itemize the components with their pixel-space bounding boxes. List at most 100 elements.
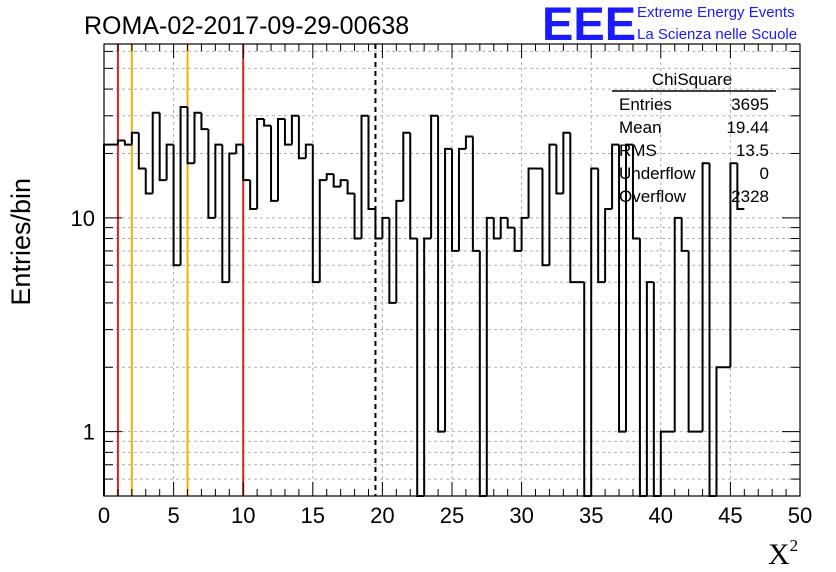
histogram-bin <box>409 132 418 240</box>
histogram-bin <box>583 282 592 497</box>
x-tick-label: 15 <box>301 503 325 528</box>
stats-title: ChiSquare <box>652 70 732 89</box>
logo-line2: La Scienza nelle Scuole <box>637 26 797 43</box>
histogram-bin <box>604 207 613 283</box>
histogram-bin <box>367 115 376 210</box>
stats-value: 19.44 <box>726 118 769 137</box>
histogram-bin <box>430 114 439 239</box>
histogram-bin <box>297 115 306 160</box>
histogram-bin <box>701 162 710 432</box>
histogram-bin <box>360 114 369 239</box>
histogram-bin <box>165 143 174 181</box>
x-tick-label: 50 <box>788 503 812 528</box>
histogram-bin <box>659 430 668 496</box>
stats-box: ChiSquare Entries 3695 Mean 19.44 RMS 13.5 Und… <box>612 70 776 206</box>
histogram-bin <box>186 106 195 165</box>
histogram-bin <box>631 144 640 240</box>
histogram-bin <box>548 143 557 266</box>
histogram-bin <box>611 143 620 209</box>
histogram-bin <box>228 152 237 283</box>
histogram-bin <box>457 147 466 251</box>
histogram-bin <box>715 366 724 496</box>
stats-label: Entries <box>619 95 672 114</box>
eee-logo: EEE Extreme Energy Events La Scienza nel… <box>542 0 797 50</box>
histogram-bin <box>736 163 745 210</box>
x-tick-label: 25 <box>440 503 464 528</box>
histogram-bin <box>137 132 146 170</box>
histogram-bin <box>437 115 446 433</box>
histogram-bin <box>464 135 473 149</box>
histogram-bin <box>353 193 362 240</box>
x-tick-label: 5 <box>167 503 179 528</box>
histogram-bin <box>290 114 299 145</box>
histogram-bin <box>277 117 285 201</box>
histogram-bin <box>339 179 348 187</box>
stats-rows: Entries 3695 Mean 19.44 RMS 13.5 Underflow 0 Ove… <box>619 95 769 206</box>
stats-value: 3695 <box>731 95 769 114</box>
histogram-bin <box>123 140 132 146</box>
histogram-bin <box>485 216 494 496</box>
histogram-bin <box>151 111 160 194</box>
histogram-bin <box>214 143 223 218</box>
stats-label: RMS <box>619 141 657 160</box>
histogram-bin <box>625 143 633 432</box>
histogram-bin <box>256 117 265 209</box>
y-tick-label: 1 <box>83 420 95 445</box>
x-tick-label: 30 <box>509 503 533 528</box>
histogram-bin <box>597 168 606 284</box>
x-tick-label: 10 <box>231 503 255 528</box>
y-axis-label: Entries/bin <box>6 178 36 306</box>
y-tick-label: 10 <box>71 206 95 231</box>
histogram-bin <box>270 125 278 202</box>
histogram-bin <box>478 250 487 497</box>
histogram-bin <box>221 144 230 284</box>
histogram-bin <box>652 282 661 497</box>
x-tick-label: 0 <box>98 503 110 528</box>
x-tick-labels: 0 5 10 15 20 25 30 35 40 45 50 <box>98 503 812 528</box>
axis-ticks <box>103 44 801 496</box>
histogram-bin <box>158 112 167 182</box>
histogram-bin <box>388 217 397 304</box>
histogram-bin <box>235 143 244 154</box>
x-axis-label: X2 <box>768 536 798 571</box>
x-tick-label: 35 <box>579 503 603 528</box>
histogram-bin <box>207 129 216 219</box>
histogram-bin <box>242 144 251 182</box>
histogram-bin <box>569 132 578 284</box>
histogram-bin <box>673 216 682 432</box>
histogram-bin <box>374 208 383 240</box>
histogram-bin <box>381 216 390 239</box>
histogram-bin <box>562 131 571 194</box>
histogram-bin <box>332 174 341 188</box>
histogram-bin <box>729 162 738 368</box>
histogram-bin <box>103 143 111 496</box>
histogram-bin <box>172 144 181 267</box>
histogram-bin <box>618 144 626 433</box>
stats-label: Underflow <box>619 164 696 183</box>
histogram-bin <box>193 111 202 164</box>
histogram-bin <box>471 136 480 252</box>
histogram-bin <box>680 217 689 252</box>
histogram-bin <box>687 250 696 433</box>
stats-label: Overflow <box>619 187 687 206</box>
histogram-bin <box>541 168 550 267</box>
histogram-bin <box>402 131 411 201</box>
histogram-bin <box>325 173 334 181</box>
histogram-bin <box>451 148 459 252</box>
histogram-bin <box>506 217 515 229</box>
histogram-bin <box>144 168 153 195</box>
stats-value: 2328 <box>731 187 769 206</box>
histogram-bin <box>318 179 327 283</box>
grid <box>103 44 801 496</box>
histogram-bin <box>492 217 501 240</box>
logo-mark: EEE <box>542 0 636 50</box>
stats-value: 0 <box>760 164 769 183</box>
x-tick-label: 45 <box>718 503 742 528</box>
histogram-bin <box>130 131 139 145</box>
chart-title: ROMA-02-2017-09-29-00638 <box>84 12 409 40</box>
stats-label: Mean <box>619 118 662 137</box>
logo-line1: Extreme Energy Events <box>637 4 795 21</box>
histogram-bin <box>645 281 654 496</box>
histogram-bin <box>116 139 125 145</box>
